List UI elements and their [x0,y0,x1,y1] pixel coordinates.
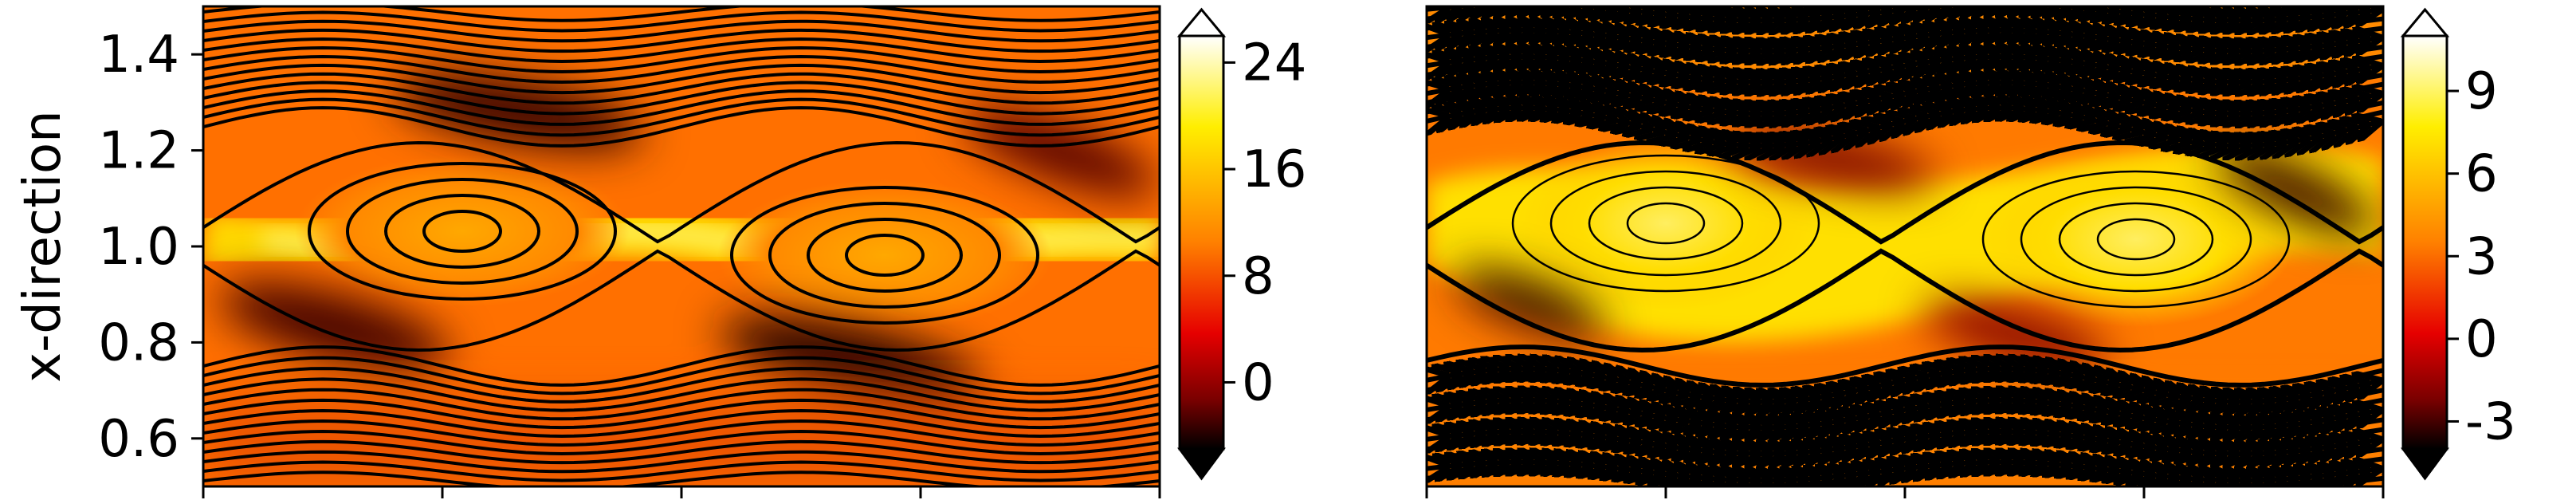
streamline [203,28,1160,53]
separatrix [1427,140,2383,245]
right-panel [1425,5,2385,498]
right-colorbar-ticks: -3 0 3 6 9 [2447,62,2516,451]
right-dark-band [1455,268,1606,338]
streamline [203,367,1160,404]
colorbar-tick-label: 6 [2465,145,2498,204]
vortex-contour [422,210,502,253]
separatrix [1427,248,2383,353]
streamline [203,106,1160,148]
vortex-contour [346,178,579,285]
colorbar-tick-label: 0 [2465,310,2498,369]
streamline [203,408,1160,439]
right-dark-band [2215,148,2376,234]
streamline [203,45,1160,74]
right-colorbar: -3 0 3 6 9 [2400,7,2516,481]
streamline [1427,470,2383,486]
left-dark-band [720,317,986,401]
left-vortex-2 [717,179,1052,331]
streamline [203,345,1160,387]
separatrix [203,140,1160,244]
streamline [203,429,1160,456]
streamline [203,398,1160,430]
streamline [203,356,1160,396]
left-vortex-1 [295,156,630,307]
y-tick-label: 0.6 [98,410,179,469]
streamline [203,470,1160,486]
colorbar-extend-bottom [1177,447,1226,481]
streamline [203,97,1160,137]
vortex-contour [768,202,1001,309]
streamline [203,460,1160,482]
vortex-contour [2096,218,2176,261]
streamline [203,54,1160,85]
vortex-contour [1511,154,1820,293]
streamline [203,388,1160,421]
streamline [1427,463,2383,481]
left-panel: 0.6 0.8 1.0 1.2 1.4 x-direction [14,5,1161,498]
left-colorbar: 0 8 16 24 [1176,7,1306,481]
streamline [203,450,1160,474]
right-streamlines [1427,6,2383,486]
streamline [1427,6,2383,20]
left-colorbar-ticks: 0 8 16 24 [1223,33,1306,412]
streamline [203,89,1160,126]
left-x-axis [202,486,1161,498]
left-heatmap [203,6,1160,486]
colorbar-extend-top [1176,7,1227,37]
colorbar-extend-top [2400,7,2450,37]
left-streamlines [203,6,1160,486]
streamline [203,439,1160,465]
colorbar-tick-label: 8 [1242,247,1274,306]
vortex-contour [2020,186,2252,293]
right-heatmap [1427,6,2383,486]
colorbar-tick-label: 0 [1242,353,1274,412]
vortex-contour [1588,186,1744,261]
y-axis-label: x-direction [14,110,73,382]
colorbar-tick-label: 16 [1242,140,1306,199]
y-tick-label: 0.8 [98,313,179,372]
left-y-axis: 0.6 0.8 1.0 1.2 1.4 [98,26,203,469]
streamline [203,37,1160,64]
y-tick-label: 1.4 [98,26,179,85]
vortex-contour [308,162,617,301]
vortex-contour [730,186,1039,325]
vortex-contour [384,194,540,269]
colorbar-tick-label: 3 [2465,227,2498,286]
colorbar-extend-bottom [2401,447,2449,481]
streamline [203,72,1160,105]
streamline [203,10,1160,33]
vortex-contour [2058,202,2214,277]
right-x-axis [1425,486,2385,498]
streamline [203,19,1160,43]
left-dark-band [962,107,1158,196]
vortex-contour [1981,170,2291,309]
streamline [203,6,1160,22]
y-tick-label: 1.2 [98,122,179,181]
streamline [203,81,1160,116]
colorbar-tick-label: 9 [2465,62,2498,121]
y-tick-label: 1.0 [98,218,179,277]
vortex-contour [1549,170,1782,277]
vortex-contour [1626,202,1706,245]
streamline [203,63,1160,95]
right-vortex-1 [1514,136,1817,311]
separatrix [203,249,1160,352]
colorbar-tick-label: -3 [2465,392,2516,451]
colorbar-tick-label: 24 [1242,33,1306,93]
vortex-contour [807,218,963,293]
vortex-contour [845,234,925,277]
streamline [203,377,1160,412]
right-vortex-2 [1977,152,2295,327]
streamline [203,419,1160,447]
